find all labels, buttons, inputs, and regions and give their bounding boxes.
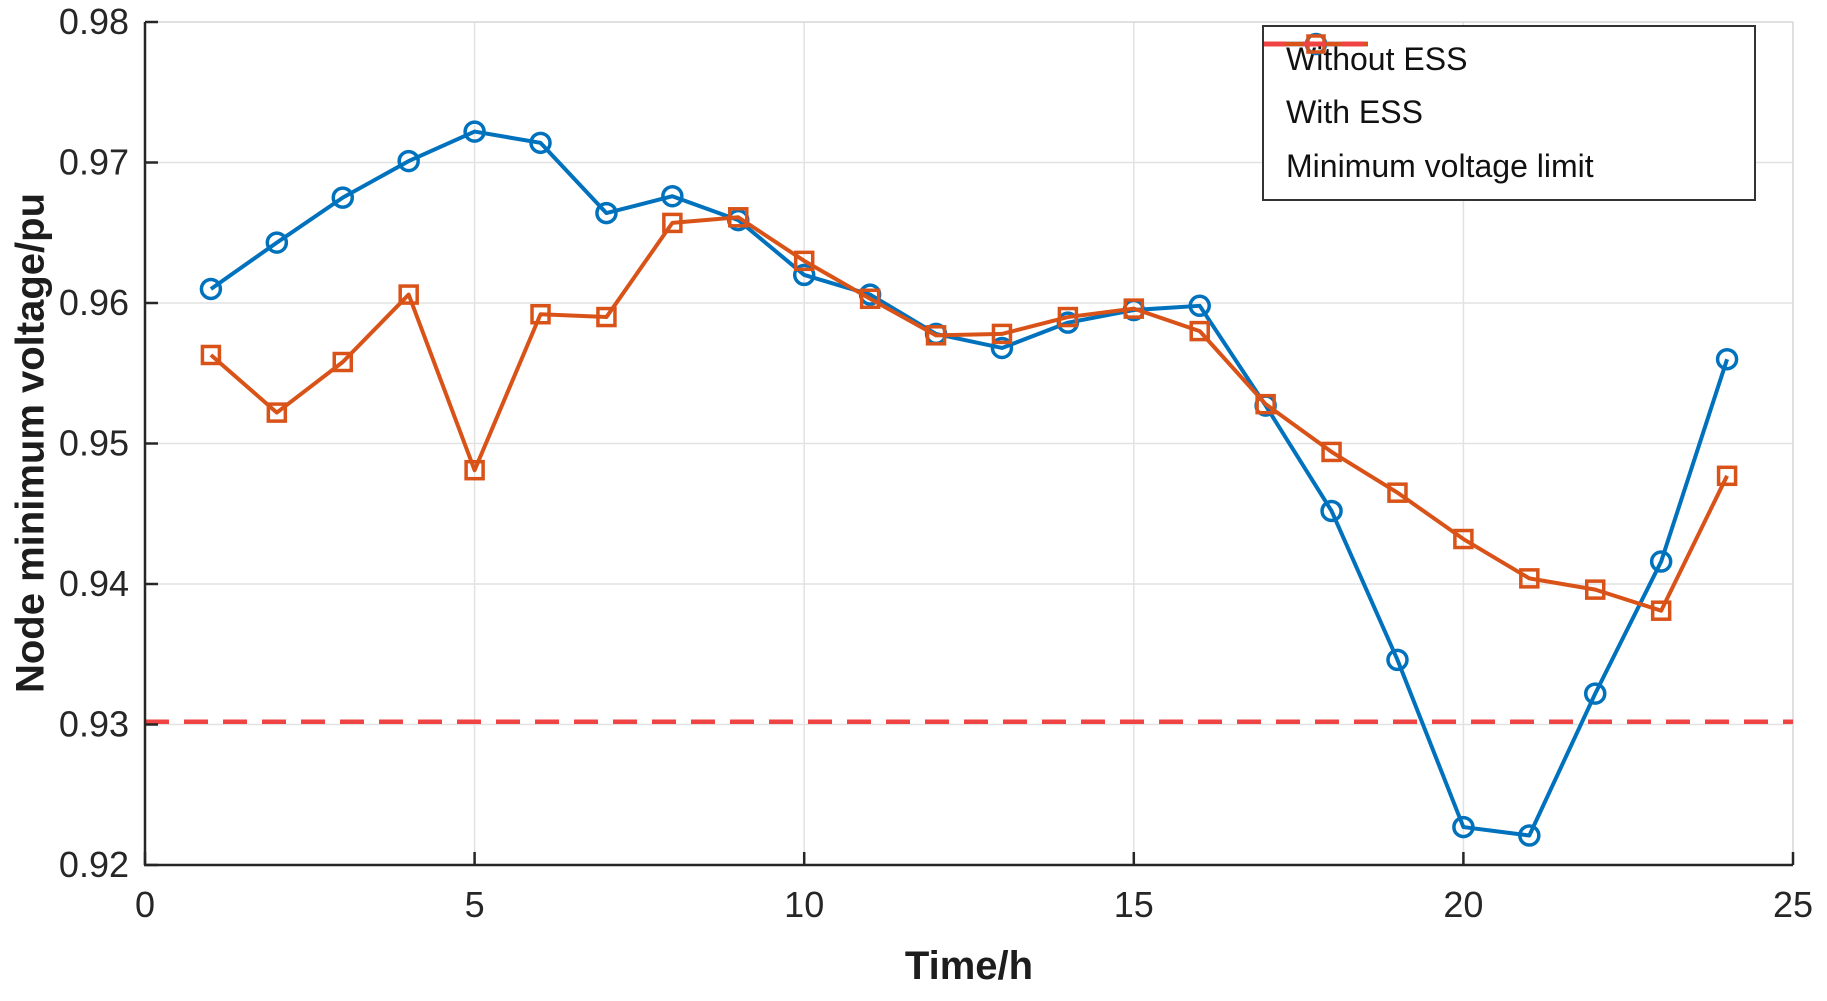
data-marker-square xyxy=(1255,393,1276,415)
data-marker-square xyxy=(991,323,1013,345)
data-marker-square xyxy=(1453,528,1474,550)
data-marker-circle xyxy=(1715,347,1739,371)
data-marker-circle xyxy=(265,231,289,254)
y-tick-label: 0.92 xyxy=(59,844,129,885)
y-axis-label: Node minimum voltage/pu xyxy=(8,192,53,694)
data-marker-circle xyxy=(397,149,420,173)
data-marker-square xyxy=(1387,482,1408,503)
data-marker-circle xyxy=(1649,550,1673,573)
data-marker-square xyxy=(1123,298,1145,319)
data-marker-circle xyxy=(661,184,684,208)
data-marker-circle xyxy=(463,120,486,143)
x-tick-label: 5 xyxy=(465,884,485,925)
y-tick-label: 0.96 xyxy=(59,282,129,323)
x-tick-label: 10 xyxy=(784,884,824,925)
data-marker-square xyxy=(332,351,354,373)
data-marker-square xyxy=(464,459,485,481)
data-marker-circle xyxy=(595,201,618,225)
data-marker-circle xyxy=(199,277,223,301)
data-marker-square xyxy=(662,212,683,234)
data-marker-circle xyxy=(529,131,552,155)
data-marker-square xyxy=(1584,579,1606,600)
y-tick-label: 0.94 xyxy=(59,563,129,604)
data-marker-circle xyxy=(1518,824,1541,847)
data-marker-circle xyxy=(1386,648,1409,672)
series-line-with-ess xyxy=(209,215,1729,613)
x-tick-label: 20 xyxy=(1443,884,1483,925)
y-tick-label: 0.97 xyxy=(59,142,129,183)
y-tick-label: 0.95 xyxy=(59,423,129,464)
data-marker-square xyxy=(530,303,551,325)
data-marker-square xyxy=(728,207,749,228)
legend-label: Without ESS xyxy=(1286,41,1468,78)
x-axis-label: Time/h xyxy=(904,944,1034,988)
data-marker-square xyxy=(596,306,617,328)
data-marker-circle xyxy=(1583,682,1607,705)
y-tick-label: 0.98 xyxy=(59,1,129,42)
data-marker-square xyxy=(1189,320,1210,342)
data-marker-square xyxy=(1716,465,1738,487)
data-marker-circle xyxy=(1452,815,1475,839)
x-tick-label: 15 xyxy=(1114,884,1154,925)
data-marker-square xyxy=(200,344,222,366)
legend-item-with-ess: With ESS xyxy=(1264,34,1754,131)
data-marker-square xyxy=(1650,600,1672,621)
legend-item-voltage-limit: Minimum voltage limit xyxy=(1264,41,1754,185)
data-marker-square xyxy=(1321,441,1342,463)
data-marker-square xyxy=(1057,306,1079,328)
data-marker-square xyxy=(793,250,815,272)
legend-dashed-line-icon xyxy=(1264,41,1368,47)
legend-label: With ESS xyxy=(1286,94,1423,131)
data-marker-square xyxy=(925,325,947,346)
data-marker-square xyxy=(266,402,288,423)
data-marker-circle xyxy=(990,336,1014,360)
y-tick-label: 0.93 xyxy=(59,704,129,745)
x-tick-label: 0 xyxy=(135,884,155,925)
data-marker-circle xyxy=(331,186,355,209)
data-marker-square xyxy=(859,288,881,310)
data-marker-square xyxy=(1519,568,1540,589)
legend-label: Minimum voltage limit xyxy=(1286,147,1594,184)
data-marker-circle xyxy=(792,263,816,287)
series-line-without-ess xyxy=(209,129,1729,838)
legend: Without ESS With ESS Minimum voltage lim… xyxy=(1262,25,1756,201)
x-tick-label: 25 xyxy=(1773,884,1813,925)
data-marker-square xyxy=(398,284,419,305)
data-marker-circle xyxy=(1188,294,1211,318)
data-marker-circle xyxy=(1320,499,1343,523)
